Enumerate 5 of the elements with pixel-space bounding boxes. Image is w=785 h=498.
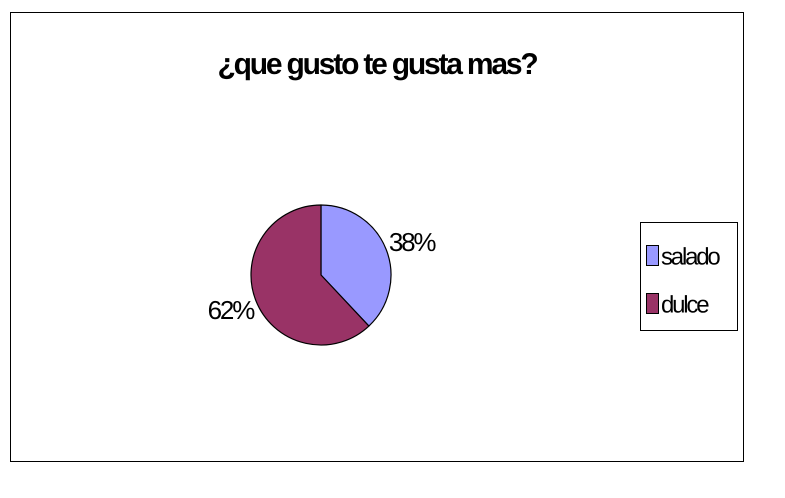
data-label: 38% bbox=[388, 227, 436, 258]
chart-title: ¿que gusto te gusta mas? bbox=[218, 48, 538, 81]
data-label: 62% bbox=[208, 294, 256, 325]
legend-label: dulce bbox=[661, 291, 710, 318]
legend-label: salado bbox=[661, 243, 720, 270]
